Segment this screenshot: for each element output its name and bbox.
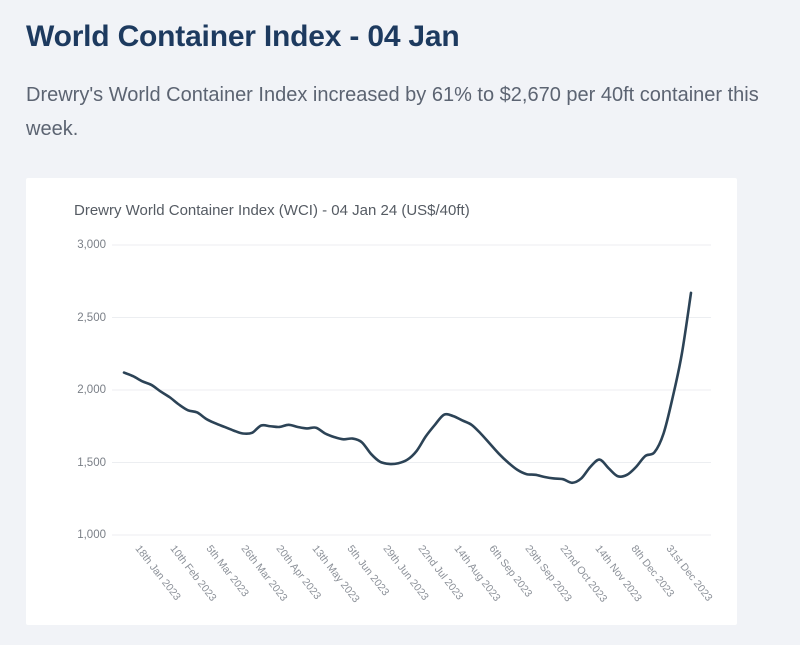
- y-axis-tick-label: 2,500: [77, 311, 106, 324]
- y-axis-tick-label: 1,500: [77, 456, 106, 469]
- chart-card: Drewry World Container Index (WCI) - 04 …: [26, 178, 737, 625]
- gridlines: [112, 244, 711, 536]
- series-line-drewry-wci: [122, 291, 693, 485]
- y-axis-tick-label: 3,000: [77, 239, 106, 251]
- line-chart-plot: [112, 244, 711, 536]
- y-axis-tick-labels: 1,000 1,500 2,000 2,500 3,000: [60, 178, 106, 625]
- y-axis-tick-label: 2,000: [77, 384, 106, 396]
- page-title: World Container Index - 04 Jan: [26, 20, 460, 53]
- y-axis-tick-label: 1,000: [77, 529, 106, 541]
- chart-title: Drewry World Container Index (WCI) - 04 …: [74, 202, 470, 219]
- summary-text: Drewry's World Container Index increased…: [26, 84, 759, 140]
